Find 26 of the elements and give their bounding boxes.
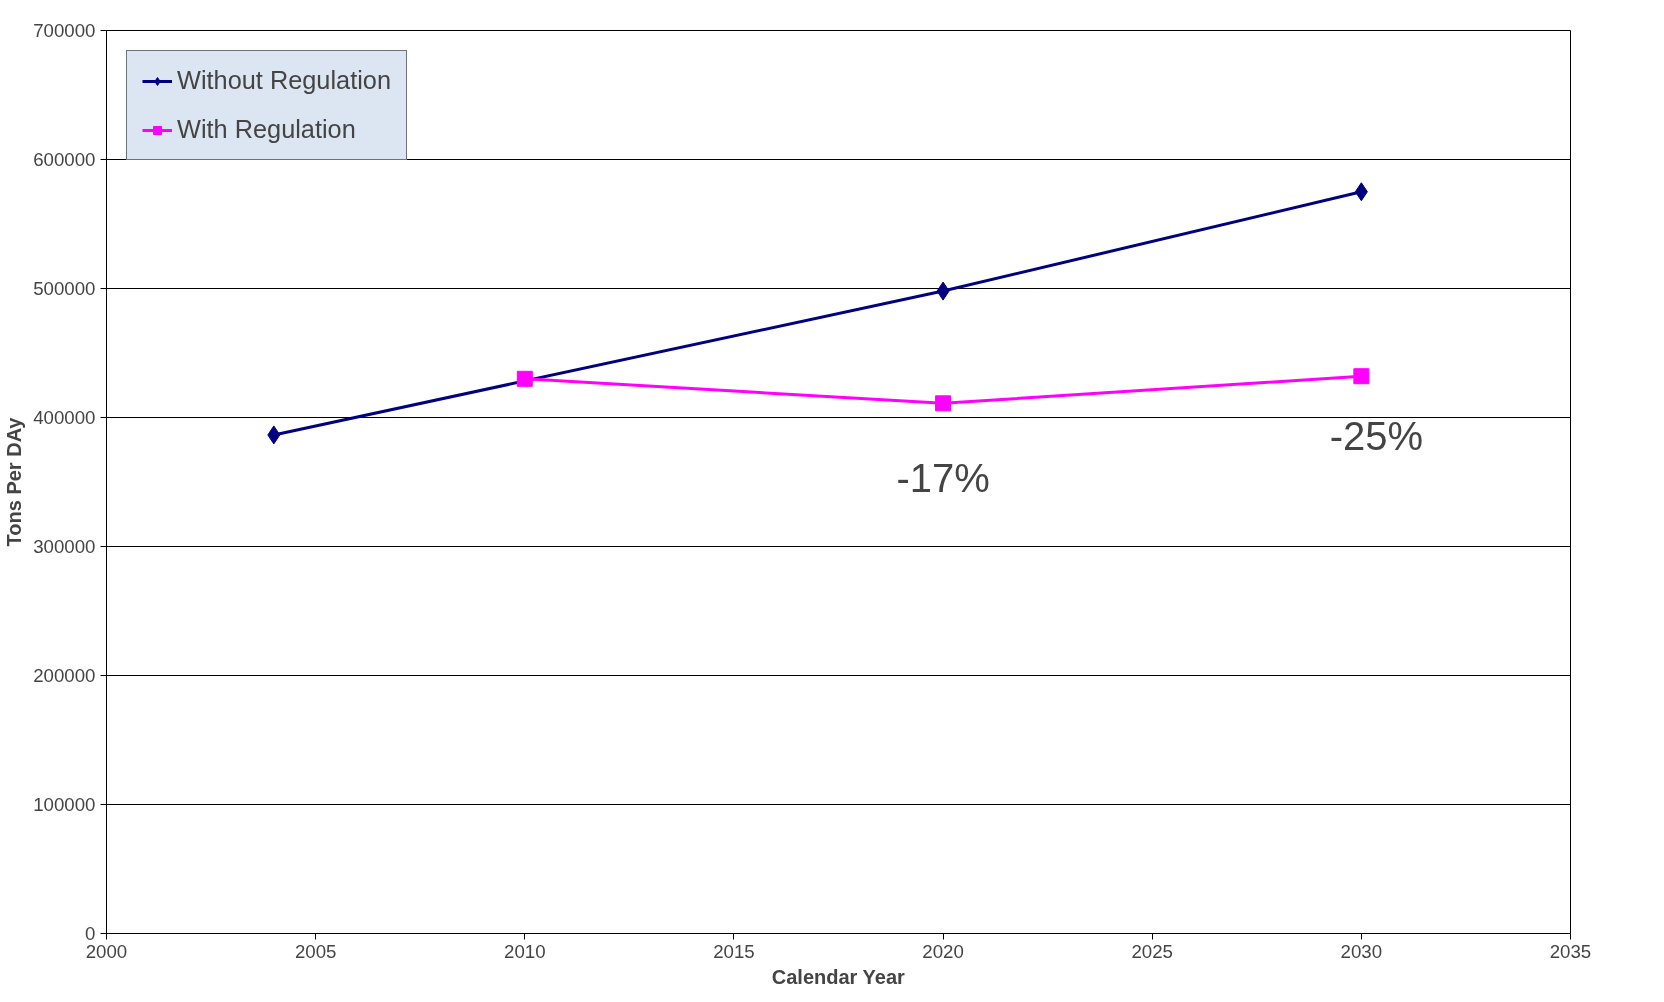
x-tick-label: 2025 — [1131, 940, 1173, 962]
annotation: -25% — [1329, 414, 1424, 459]
point — [1353, 368, 1370, 385]
x-tick-label: 2030 — [1340, 940, 1383, 962]
y-tick-label: 300000 — [33, 536, 96, 557]
x-tick-label: 2010 — [504, 940, 546, 962]
y-tick-label: 200000 — [33, 665, 96, 686]
point — [1354, 182, 1368, 202]
point — [516, 370, 533, 387]
y-axis-title: Tons Per DAy — [3, 416, 26, 547]
x-tick-label: 2005 — [294, 940, 337, 962]
y-tick-label: 500000 — [33, 278, 96, 299]
y-tick-label: 700000 — [33, 20, 96, 41]
point — [936, 281, 950, 301]
y-tick-label: 100000 — [33, 794, 96, 815]
legend-label: With Regulation — [177, 115, 356, 144]
y-tick-label: 400000 — [33, 407, 96, 428]
x-tick-label: 2035 — [1549, 940, 1592, 962]
x-axis-title: Calendar Year — [771, 965, 906, 988]
annotation: -17% — [896, 456, 990, 501]
legend-label: Without Regulation — [177, 66, 392, 95]
y-tick-label: 600000 — [33, 149, 96, 170]
point — [935, 395, 952, 412]
x-tick-label: 2015 — [713, 940, 755, 962]
x-tick-label: 2020 — [922, 940, 964, 962]
point — [267, 425, 281, 445]
